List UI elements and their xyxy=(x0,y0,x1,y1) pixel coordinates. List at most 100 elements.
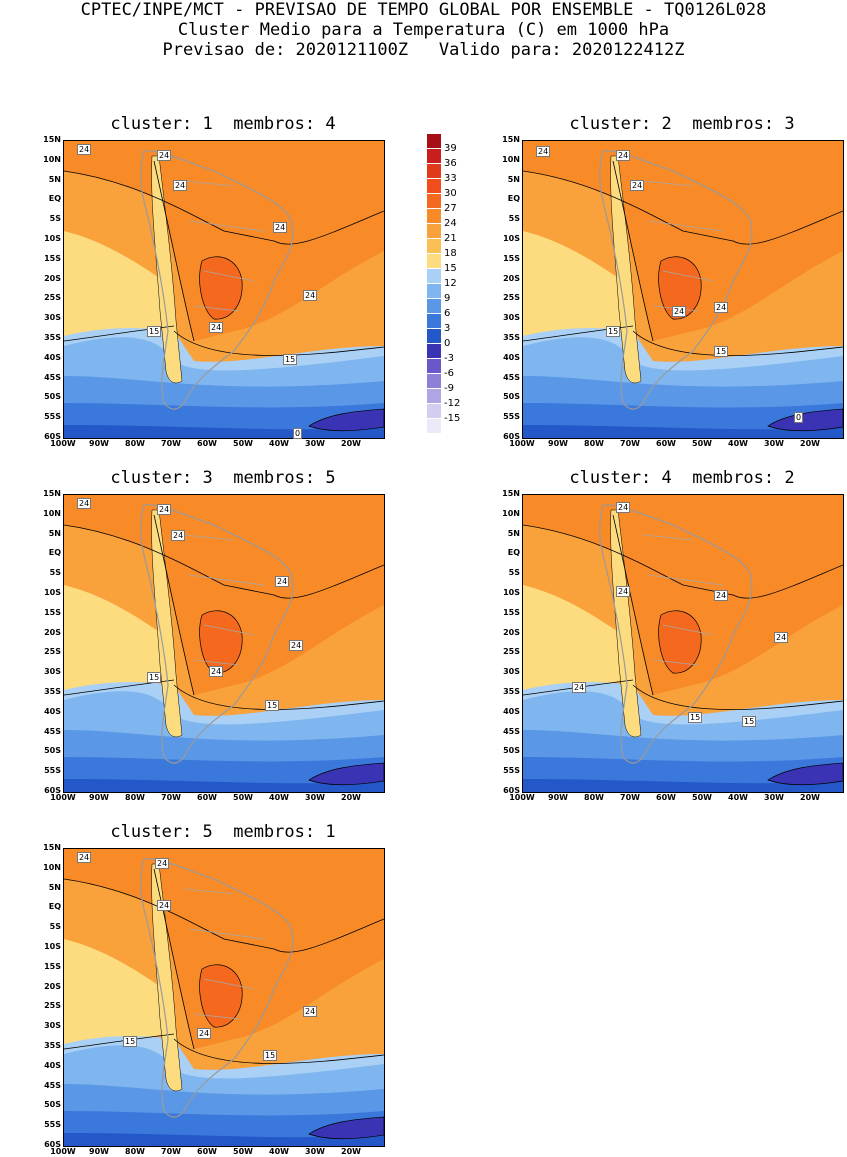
contour-label: 24 xyxy=(209,322,224,333)
contour-label: 24 xyxy=(303,1006,318,1017)
latitude-label: 5N xyxy=(48,528,61,538)
longitude-label: 50W xyxy=(233,793,253,802)
longitude-label: 60W xyxy=(656,439,676,448)
colorbar-label: -3 xyxy=(444,353,454,364)
latitude-label: 20S xyxy=(44,273,61,283)
panel-title: cluster: 4 membros: 2 xyxy=(569,468,795,488)
latitude-label: 15N xyxy=(43,843,61,852)
latitude-label: 15N xyxy=(43,135,61,144)
latitude-label: 20S xyxy=(503,273,520,283)
colorbar-swatch xyxy=(427,149,441,163)
latitude-label: 15S xyxy=(44,607,61,617)
longitude-label: 70W xyxy=(620,439,640,448)
longitude-label: 70W xyxy=(620,793,640,802)
panel-title: cluster: 2 membros: 3 xyxy=(569,114,795,134)
contour-label: 24 xyxy=(197,1028,212,1039)
latitude-label: 60S xyxy=(44,432,61,441)
contour-label: 24 xyxy=(672,306,687,317)
latitude-label: 10N xyxy=(502,508,520,518)
latitude-label: 45S xyxy=(44,726,61,736)
longitude-label: 80W xyxy=(584,793,604,802)
colorbar-label: 30 xyxy=(444,188,457,199)
latitude-label: 30S xyxy=(44,1021,61,1031)
contour-label: 0 xyxy=(293,428,303,439)
longitude-label: 90W xyxy=(89,793,109,802)
temperature-map xyxy=(522,140,844,439)
latitude-label: 10S xyxy=(503,234,520,243)
contour-label: 15 xyxy=(265,700,280,711)
latitude-label: 25S xyxy=(44,647,61,657)
latitude-label: 20S xyxy=(44,981,61,991)
longitude-label: 20W xyxy=(341,793,361,802)
contour-label: 15 xyxy=(147,326,162,337)
colorbar-label: 3 xyxy=(444,323,451,334)
colorbar-label: 21 xyxy=(444,233,457,244)
latitude-label: 35S xyxy=(44,333,61,342)
latitude-label: 50S xyxy=(44,1100,61,1110)
longitude-label: 50W xyxy=(233,439,253,448)
latitude-label: 5S xyxy=(49,214,61,224)
contour-label: 24 xyxy=(173,180,188,191)
colorbar-swatch xyxy=(427,134,441,148)
latitude-label: 40S xyxy=(44,1060,61,1070)
latitude-label: 55S xyxy=(44,766,61,776)
contour-label: 15 xyxy=(714,346,729,357)
longitude-label: 100W xyxy=(509,793,535,802)
latitude-label: 35S xyxy=(44,1041,61,1050)
longitude-label: 50W xyxy=(692,439,712,448)
longitude-label: 60W xyxy=(656,793,676,802)
colorbar-label: 6 xyxy=(444,308,451,319)
temperature-map xyxy=(63,494,385,793)
longitude-label: 80W xyxy=(125,793,145,802)
panel-title: cluster: 1 membros: 4 xyxy=(110,114,336,134)
panel-title: cluster: 3 membros: 5 xyxy=(110,468,336,488)
contour-label: 24 xyxy=(630,180,645,191)
contour-label: 24 xyxy=(171,530,186,541)
latitude-label: 10N xyxy=(43,508,61,518)
panel-title: cluster: 5 membros: 1 xyxy=(110,822,336,842)
contour-label: 24 xyxy=(616,586,631,597)
latitude-label: 35S xyxy=(503,687,520,696)
latitude-label: 15S xyxy=(503,253,520,263)
colorbar-label: 18 xyxy=(444,248,457,259)
contour-label: 24 xyxy=(289,640,304,651)
longitude-label: 100W xyxy=(509,439,535,448)
colorbar-swatch xyxy=(427,254,441,268)
latitude-label: 60S xyxy=(503,432,520,441)
contour-label: 24 xyxy=(774,632,789,643)
contour-label: 24 xyxy=(157,150,172,161)
colorbar-label: -6 xyxy=(444,368,454,379)
latitude-label: 20S xyxy=(44,627,61,637)
colorbar-label: 39 xyxy=(444,143,457,154)
contour-label: 24 xyxy=(77,144,92,155)
longitude-label: 30W xyxy=(764,793,784,802)
longitude-label: 70W xyxy=(161,793,181,802)
longitude-label: 90W xyxy=(89,439,109,448)
contour-label: 24 xyxy=(616,502,631,513)
longitude-label: 40W xyxy=(269,1147,289,1156)
longitude-label: 30W xyxy=(305,439,325,448)
latitude-label: 5S xyxy=(49,568,61,578)
colorbar-swatch xyxy=(427,179,441,193)
latitude-label: 45S xyxy=(503,372,520,382)
contour-label: 15 xyxy=(123,1036,138,1047)
colorbar-swatch xyxy=(427,284,441,298)
latitude-label: 10S xyxy=(503,588,520,597)
latitude-label: 40S xyxy=(44,352,61,362)
latitude-label: 10S xyxy=(44,588,61,597)
latitude-label: 10N xyxy=(502,154,520,164)
colorbar-swatch xyxy=(427,389,441,403)
latitude-label: 5N xyxy=(507,528,520,538)
header-subtitle: Cluster Medio para a Temperatura (C) em … xyxy=(177,20,670,40)
longitude-label: 60W xyxy=(197,793,217,802)
colorbar-swatch xyxy=(427,419,441,433)
latitude-label: 50S xyxy=(44,392,61,402)
colorbar-label: 36 xyxy=(444,158,457,169)
colorbar-label: 0 xyxy=(444,338,451,349)
contour-label: 24 xyxy=(572,682,587,693)
longitude-label: 30W xyxy=(305,793,325,802)
contour-label: 0 xyxy=(794,412,804,423)
latitude-label: 15N xyxy=(43,489,61,498)
colorbar-label: 24 xyxy=(444,218,457,229)
longitude-label: 40W xyxy=(269,793,289,802)
